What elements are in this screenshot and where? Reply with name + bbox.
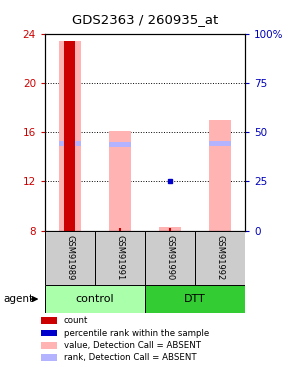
Bar [109, 131, 131, 231]
Text: value, Detection Call = ABSENT: value, Detection Call = ABSENT [64, 341, 201, 350]
Text: GSM91989: GSM91989 [66, 235, 75, 280]
Bar [159, 227, 181, 231]
Text: GSM91992: GSM91992 [215, 235, 224, 280]
Bar [59, 141, 81, 146]
Bar [209, 120, 231, 231]
Bar [109, 142, 131, 147]
Text: GSM91991: GSM91991 [115, 235, 124, 280]
Bar [45, 285, 145, 313]
Bar [59, 41, 81, 231]
Bar [145, 285, 245, 313]
Bar [195, 231, 245, 285]
Bar [64, 41, 75, 231]
Text: percentile rank within the sample: percentile rank within the sample [64, 328, 209, 338]
Text: DTT: DTT [184, 294, 206, 304]
Text: rank, Detection Call = ABSENT: rank, Detection Call = ABSENT [64, 353, 196, 362]
Bar [209, 141, 231, 146]
Text: control: control [76, 294, 114, 304]
Text: agent: agent [3, 294, 33, 304]
Text: count: count [64, 316, 88, 325]
Text: GDS2363 / 260935_at: GDS2363 / 260935_at [72, 13, 218, 26]
Bar [45, 231, 95, 285]
Bar [95, 231, 145, 285]
Text: GSM91990: GSM91990 [166, 235, 175, 280]
Bar [145, 231, 195, 285]
